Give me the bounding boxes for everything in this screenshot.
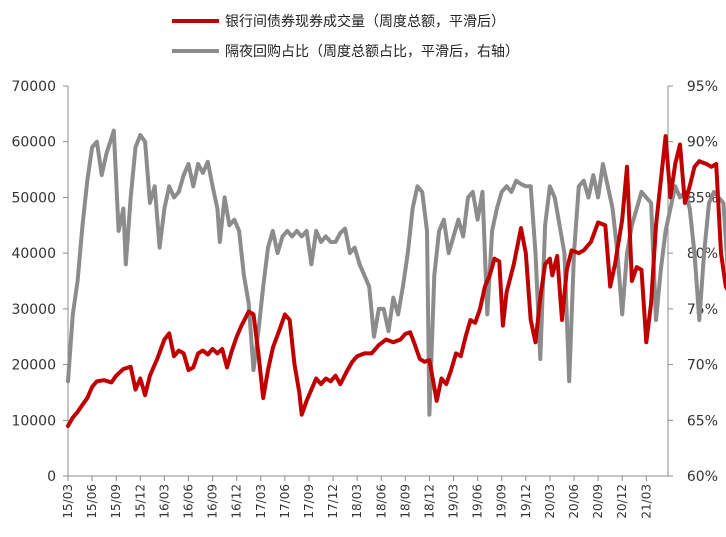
x-tick-label: 19/12	[519, 484, 533, 519]
x-tick-label: 17/09	[302, 484, 316, 519]
x-tick-label: 18/12	[422, 484, 436, 519]
left-tick-label: 20000	[11, 358, 56, 374]
x-tick-label: 19/03	[447, 484, 461, 519]
left-tick-label: 0	[47, 469, 56, 485]
x-tick-label: 20/12	[615, 484, 629, 519]
right-tick-label: 95%	[687, 79, 718, 95]
right-tick-label: 65%	[687, 413, 718, 429]
legend-label-volume: 银行间债券现券成交量（周度总额，平滑后）	[225, 13, 505, 30]
left-tick-label: 70000	[11, 79, 56, 95]
x-tick-label: 15/09	[109, 484, 123, 519]
x-tick-label: 20/09	[591, 484, 605, 519]
right-axis-ticks: 60%65%70%75%80%85%90%95%	[668, 79, 718, 485]
x-tick-label: 16/06	[181, 484, 195, 519]
x-tick-label: 16/12	[230, 484, 244, 519]
left-tick-label: 10000	[11, 413, 56, 429]
x-tick-label: 19/09	[495, 484, 509, 519]
x-tick-label: 16/03	[157, 484, 171, 519]
right-tick-label: 70%	[687, 358, 718, 374]
series-layer	[66, 128, 726, 428]
left-tick-label: 50000	[11, 190, 56, 206]
left-axis-ticks: 0 10000 20000 30000 40000 50000 60000 70000	[11, 79, 68, 485]
x-axis-ticks: 15/03 15/06 15/09 15/12 16/03 16/06 16/09 16/12…	[61, 476, 653, 519]
left-tick-label: 60000	[11, 135, 56, 151]
x-tick-label: 17/12	[326, 484, 340, 519]
x-tick-label: 17/06	[278, 484, 292, 519]
x-tick-label: 19/06	[471, 484, 485, 519]
series-line-volume	[66, 134, 726, 428]
x-tick-label: 18/06	[374, 484, 388, 519]
x-tick-label: 15/03	[61, 484, 75, 519]
x-tick-label: 15/12	[133, 484, 147, 519]
right-tick-label: 90%	[687, 135, 718, 151]
x-tick-label: 20/03	[543, 484, 557, 519]
x-tick-label: 17/03	[254, 484, 268, 519]
legend-item-volume: 银行间债券现券成交量（周度总额，平滑后）	[172, 13, 505, 30]
legend: 银行间债券现券成交量（周度总额，平滑后） 隔夜回购占比（周度总额占比，平滑后，右…	[172, 13, 519, 60]
x-tick-label: 16/09	[206, 484, 220, 519]
x-tick-label: 18/09	[398, 484, 412, 519]
x-tick-label: 21/03	[639, 484, 653, 519]
x-tick-label: 18/03	[350, 484, 364, 519]
x-tick-label: 20/06	[567, 484, 581, 519]
legend-item-overnight: 隔夜回购占比（周度总额占比，平滑后，右轴）	[172, 43, 519, 60]
left-tick-label: 40000	[11, 246, 56, 262]
left-tick-label: 30000	[11, 302, 56, 318]
right-tick-label: 60%	[687, 469, 718, 485]
series-line-overnight	[66, 128, 726, 417]
right-tick-label: 75%	[687, 302, 718, 318]
legend-label-overnight: 隔夜回购占比（周度总额占比，平滑后，右轴）	[225, 43, 519, 60]
x-tick-label: 15/06	[85, 484, 99, 519]
